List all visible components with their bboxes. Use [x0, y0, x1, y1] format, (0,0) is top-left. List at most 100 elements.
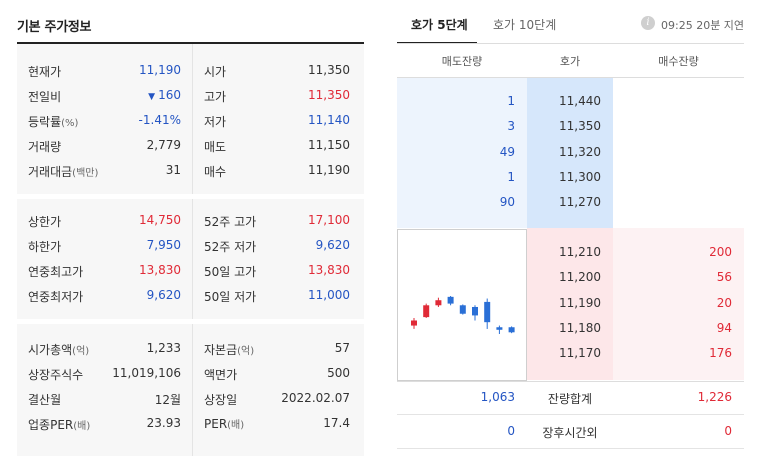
info-value: 11,019,106 — [112, 366, 181, 380]
ask-row[interactable]: 1 11,440 — [397, 91, 744, 111]
info-unit: (배) — [73, 421, 91, 432]
info-value-text: 31 — [165, 163, 181, 177]
info-value: 13,830 — [139, 263, 181, 277]
bid-row[interactable]: 11,190 20 — [397, 293, 744, 313]
ask-row[interactable]: 49 11,320 — [397, 142, 744, 162]
price-section — [17, 44, 364, 194]
info-value: -1.41% — [139, 113, 181, 127]
total-bid-qty: 1,226 — [697, 390, 732, 404]
candle-body — [459, 305, 466, 314]
info-value: 11,190 — [139, 63, 181, 77]
info-value: ▼ 160 — [148, 88, 181, 102]
tab-5-level[interactable]: 호가 5단계 — [411, 18, 468, 32]
info-value: 11,000 — [308, 288, 350, 302]
info-label: PER(배) — [204, 416, 244, 431]
info-row: 등락률(%) -1.41% 저가 11,140 — [17, 111, 364, 131]
info-label-text: 상장주식수 — [28, 368, 84, 382]
ask-qty: 1 — [507, 169, 515, 184]
ask-price: 11,300 — [559, 169, 601, 184]
bid-price: 11,190 — [559, 295, 601, 310]
info-unit: (억) — [72, 346, 90, 357]
bid-qty: 20 — [716, 295, 732, 310]
info-label: 매도 — [204, 138, 226, 155]
info-value: 9,620 — [315, 238, 350, 252]
bid-row[interactable]: 11,200 56 — [397, 267, 744, 287]
candle-chart-svg — [411, 296, 515, 334]
order-book-panel: 호가 5단계 호가 10단계 i 09:25 20분 지연 매도잔량 호가 매수… — [397, 0, 744, 460]
info-label: 결산월 — [28, 391, 61, 408]
info-value: 23.93 — [147, 416, 181, 430]
candle-body — [472, 306, 478, 316]
info-label-text: 거래량 — [28, 140, 62, 154]
info-value: 9,620 — [147, 288, 181, 302]
info-label: 등락률(%) — [28, 113, 78, 130]
bid-row[interactable]: 11,180 94 — [397, 318, 744, 338]
info-label-text: 상한가 — [28, 215, 62, 229]
info-unit: (%) — [61, 118, 79, 129]
info-label: 시가 — [204, 63, 226, 80]
info-label-text: 전일비 — [28, 90, 62, 104]
ask-row[interactable]: 3 11,350 — [397, 116, 744, 136]
tab-10-level[interactable]: 호가 10단계 — [493, 18, 557, 32]
info-label-text: 50일 저가 — [204, 290, 257, 304]
info-label: 하한가 — [28, 238, 61, 255]
info-row: 연중최저가 9,620 50일 저가 11,000 — [17, 286, 364, 306]
info-value-text: 11,190 — [139, 63, 181, 77]
info-row: 시가총액(억) 1,233 자본금(억) 57 — [17, 339, 364, 359]
bid-qty: 56 — [716, 270, 732, 285]
info-value-text: -1.41% — [138, 113, 181, 127]
total-ask-qty: 1,063 — [480, 390, 515, 404]
bid-row[interactable]: 11,210 200 — [397, 242, 744, 262]
candle-body — [423, 305, 430, 318]
info-row: 연중최고가 13,830 50일 고가 13,830 — [17, 261, 364, 281]
info-value: 17,100 — [308, 213, 350, 227]
bid-qty: 94 — [716, 320, 732, 335]
after-hours-bid-qty: 0 — [724, 424, 732, 438]
info-value: 17.4 — [323, 416, 350, 430]
info-label: 거래량 — [28, 138, 61, 155]
info-label: 매수 — [204, 163, 226, 180]
down-arrow-icon: ▼ — [148, 92, 156, 102]
bid-qty: 200 — [709, 245, 732, 259]
info-value: 11,150 — [308, 138, 350, 152]
ask-qty: 1 — [507, 94, 515, 108]
info-label: 50일 고가 — [204, 263, 256, 280]
delay-notice: 09:25 20분 지연 — [661, 19, 745, 32]
ask-price: 11,440 — [559, 94, 601, 108]
info-value-text: 12월 — [154, 393, 181, 407]
info-label: 업종PER(배) — [28, 416, 90, 433]
bid-price: 11,210 — [559, 245, 601, 259]
info-label-text: 50일 고가 — [204, 265, 257, 279]
column-divider — [192, 199, 193, 319]
ask-row[interactable]: 90 11,270 — [397, 192, 744, 212]
ask-row[interactable]: 1 11,300 — [397, 167, 744, 187]
info-label-text: 현재가 — [28, 65, 62, 79]
info-value-text: 160 — [158, 88, 181, 102]
bid-qty-background — [613, 228, 744, 380]
basic-stock-info-panel: 기본 주가정보 현재가 11,190 시가 11,350 전일비 ▼ 160 고가 11,350… — [17, 0, 364, 460]
bid-qty: 176 — [709, 346, 732, 361]
total-label: 잔량합계 — [547, 392, 593, 406]
info-value: 2,779 — [147, 138, 181, 152]
info-unit: (배) — [227, 420, 245, 431]
info-unit: (억) — [237, 346, 255, 357]
info-label-text: 저가 — [204, 115, 227, 129]
info-value: 12월 — [155, 391, 181, 408]
bid-row[interactable]: 11,170 176 — [397, 343, 744, 363]
info-value: 1,233 — [147, 341, 181, 355]
ask-qty: 90 — [499, 195, 515, 210]
info-label-text: 업종PER — [28, 418, 74, 432]
info-value-text: 2,779 — [146, 138, 181, 152]
range-section — [17, 199, 364, 319]
mini-candle-chart — [397, 229, 527, 381]
info-value: 500 — [327, 366, 350, 380]
info-label: 상장일 — [204, 391, 237, 408]
info-label-text: 결산월 — [28, 393, 62, 407]
info-label-text: 상장일 — [204, 393, 238, 407]
info-value: 13,830 — [308, 263, 350, 277]
info-icon[interactable]: i — [641, 16, 655, 30]
column-divider — [192, 44, 193, 194]
info-label-text: 매도 — [204, 140, 227, 154]
info-label-text: 연중최고가 — [28, 265, 84, 279]
info-value: 11,350 — [308, 63, 350, 77]
